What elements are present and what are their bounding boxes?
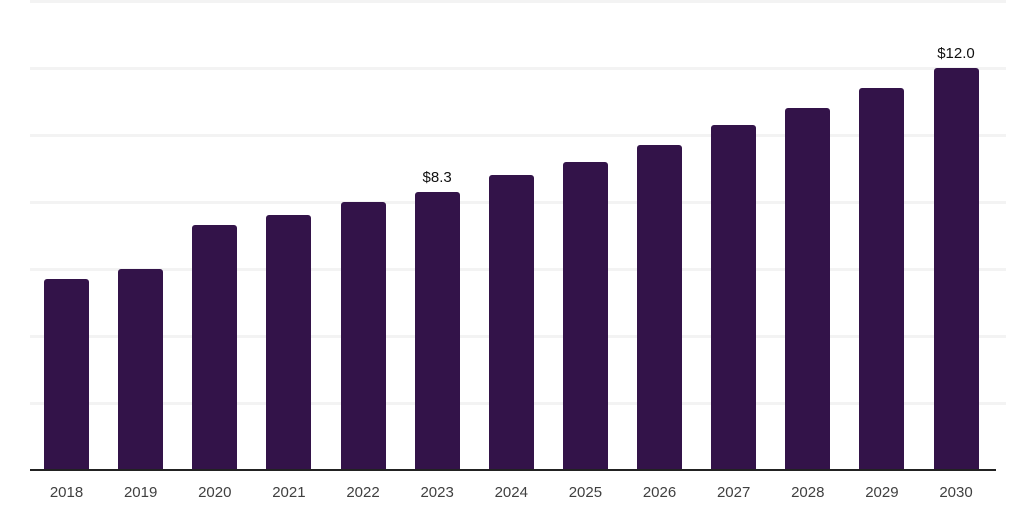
x-axis-label-2026: 2026 (642, 484, 677, 501)
bar-2022 (340, 202, 386, 470)
x-axis-label-2024: 2024 (494, 484, 528, 501)
x-axis-label-2030: 2030 (939, 484, 973, 501)
bar-2029 (859, 88, 905, 470)
bar-value-label-2023: $8.3 (422, 168, 452, 186)
x-axis-label-2023: 2023 (420, 484, 454, 501)
x-axis-label-2029: 2029 (865, 484, 899, 501)
x-axis-label-2028: 2028 (791, 484, 825, 501)
x-axis-label-2020: 2020 (198, 484, 232, 501)
x-axis-label-2025: 2025 (568, 484, 603, 501)
gridline (30, 0, 1006, 3)
gridline (30, 66, 1006, 70)
x-axis-label-2021: 2021 (272, 484, 306, 501)
x-axis-label-2019: 2019 (123, 484, 158, 501)
x-axis-label-2022: 2022 (346, 484, 380, 501)
bar-2019 (118, 269, 164, 470)
x-axis-label-2018: 2018 (49, 484, 84, 501)
bar-2026 (637, 145, 682, 470)
gridline (30, 133, 1006, 137)
bar-2018 (44, 279, 89, 470)
bar-value-label-2030: $12.0 (937, 45, 975, 62)
bar-2025 (562, 161, 608, 470)
x-axis-label-2027: 2027 (716, 484, 751, 501)
bar-2030 (933, 68, 979, 470)
bar-2023 (414, 191, 460, 470)
x-axis-line (30, 469, 996, 471)
bar-2020 (192, 225, 238, 470)
bar-2024 (488, 175, 534, 470)
plot-area: $8.3 $12.0 (30, 0, 1006, 470)
bar-2021 (266, 215, 312, 470)
bar-2028 (785, 108, 831, 470)
bar-2027 (711, 124, 757, 470)
